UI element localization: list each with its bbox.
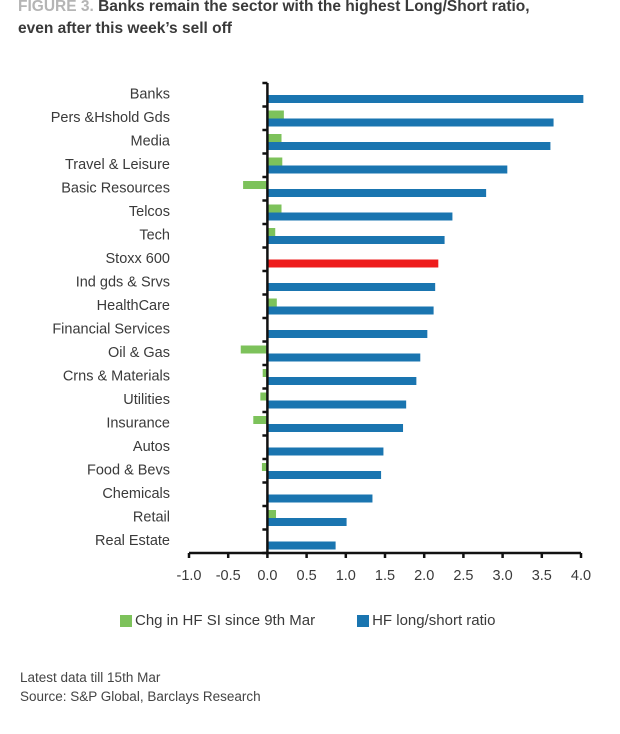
category-label: Tech [139, 228, 170, 244]
change-bar [260, 392, 268, 401]
change-bar [267, 110, 284, 119]
category-label: Crns & Materials [63, 369, 170, 385]
x-tick-label: 2.0 [414, 568, 434, 584]
legend-label-ratio: HF long/short ratio [372, 612, 496, 629]
legend-swatch-change [120, 614, 132, 627]
change-bar [267, 157, 283, 166]
legend: Chg in HF SI since 9th Mar HF long/short… [120, 612, 495, 629]
title-line-1: Banks remain the sector with the highest… [93, 0, 530, 15]
data-note: Latest data till 15th Mar [20, 670, 161, 685]
ratio-bar [267, 518, 347, 526]
ratio-bar [267, 212, 453, 221]
x-tick-label: 1.5 [375, 568, 395, 584]
category-label: Real Estate [95, 533, 170, 549]
change-bar [267, 228, 276, 236]
legend-label-change: Chg in HF SI since 9th Mar [135, 612, 316, 629]
change-bar [267, 298, 277, 307]
category-label: Media [131, 134, 171, 150]
bars [240, 95, 584, 550]
category-label: Telcos [129, 204, 170, 220]
category-label: Chemicals [102, 486, 170, 502]
x-tick-label: 1.0 [336, 568, 356, 584]
ratio-bar [267, 165, 508, 174]
category-label: Financial Services [52, 322, 170, 338]
change-bar [243, 181, 268, 189]
ratio-bar [267, 142, 551, 150]
x-tick-label: -1.0 [177, 568, 202, 584]
ratio-bar [267, 330, 428, 338]
x-tick-label: 2.5 [453, 568, 473, 584]
x-tick-label: 0.5 [297, 568, 317, 584]
ratio-bar [267, 400, 407, 409]
category-label: Food & Bevs [87, 463, 170, 479]
x-tick-label: -0.5 [216, 568, 241, 584]
change-bar [267, 204, 282, 213]
legend-swatch-ratio [357, 614, 370, 627]
source-note: Source: S&P Global, Barclays Research [20, 689, 261, 704]
ratio-bar [267, 118, 554, 127]
x-tick-label: 4.0 [571, 568, 591, 584]
change-bar [240, 345, 268, 354]
category-label: Pers &Hshold Gds [51, 110, 170, 126]
ratio-bar [267, 236, 445, 244]
ratio-bar-highlight [267, 259, 439, 268]
change-bar [253, 416, 268, 424]
ratio-bar [267, 95, 584, 103]
bar-chart: Banks Pers &Hshold Gds Media Travel & Leisu… [51, 81, 592, 584]
figure-label: FIGURE 3. [18, 0, 94, 15]
change-bar [261, 463, 268, 471]
x-tick-label: 3.5 [532, 568, 552, 584]
change-bar [262, 369, 268, 377]
ratio-bar [267, 494, 373, 503]
x-tick-label: 0.0 [257, 568, 277, 584]
category-label: Autos [133, 439, 170, 455]
ratio-bar [267, 189, 487, 197]
ratio-bar [267, 471, 382, 479]
category-label: Stoxx 600 [106, 251, 171, 267]
ratio-bar [267, 541, 336, 550]
ratio-bar [267, 447, 384, 456]
category-label: Banks [130, 87, 170, 103]
category-label: Travel & Leisure [65, 157, 170, 173]
category-label: HealthCare [97, 298, 170, 314]
ratio-bar [267, 306, 434, 315]
legend-item-ratio: HF long/short ratio [357, 612, 495, 629]
ratio-bar [267, 283, 436, 291]
footer: Latest data till 15th Mar Source: S&P Gl… [20, 668, 261, 706]
chart-title: FIGURE 3. Banks remain the sector with t… [18, 0, 618, 40]
legend-item-change: Chg in HF SI since 9th Mar [120, 612, 315, 629]
change-bar [267, 134, 282, 142]
x-tick-labels: -1.0 -0.5 0.0 0.5 1.0 1.5 2.0 2.5 3.0 3.5 4.0 [177, 568, 592, 584]
ratio-bar [267, 424, 404, 432]
x-tick-label: 3.0 [493, 568, 513, 584]
ratio-bar [267, 377, 417, 385]
change-bar [267, 510, 277, 518]
category-label: Oil & Gas [108, 345, 170, 361]
category-label: Insurance [106, 416, 170, 432]
axes [187, 81, 583, 558]
category-label: Basic Resources [61, 181, 170, 197]
category-labels: Banks Pers &Hshold Gds Media Travel & Leisu… [51, 87, 171, 550]
category-label: Retail [133, 510, 170, 526]
ratio-bar [267, 353, 421, 362]
title-line-2: even after this week’s sell off [18, 20, 232, 37]
category-label: Ind gds & Srvs [76, 275, 170, 291]
category-label: Utilities [123, 392, 170, 408]
